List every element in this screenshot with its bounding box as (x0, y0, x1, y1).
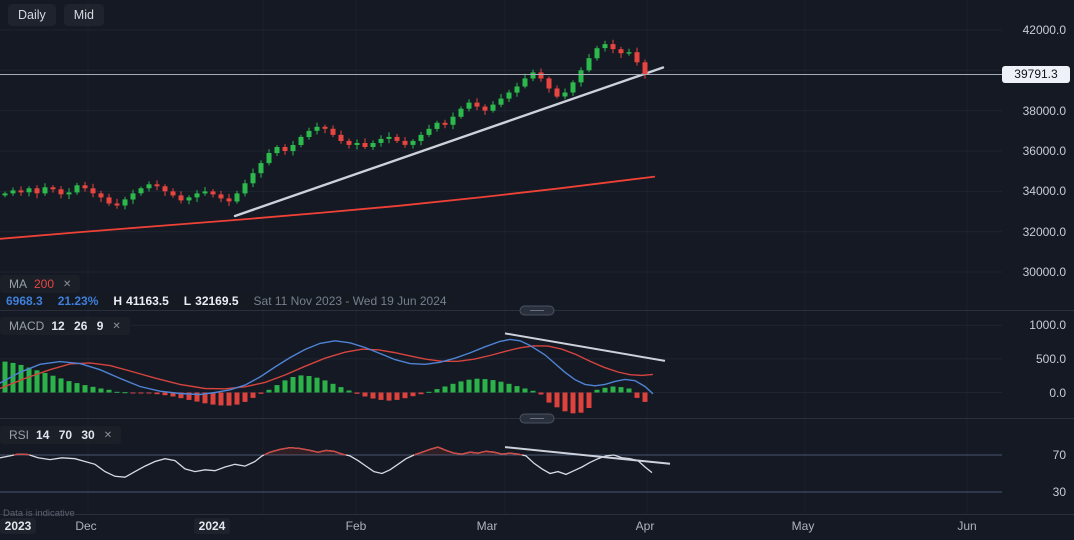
axis-tick-label: 500.0 (1035, 351, 1066, 366)
axis-tick-label: 1000.0 (1029, 318, 1066, 333)
axis-tick-label: 30 (1052, 485, 1066, 499)
ma-label: MA (9, 277, 27, 291)
ma-indicator-legend: MA 200 ✕ (0, 275, 81, 293)
time-axis-label: 2024 (182, 518, 242, 534)
symbol-stats-row: 6968.3 21.23% H 41163.5 L 32169.5 Sat 11… (0, 293, 453, 309)
high-value: 41163.5 (126, 294, 169, 308)
axis-tick-label: 34000.0 (1022, 184, 1066, 199)
ma-period-value: 200 (34, 277, 55, 291)
price-axis[interactable]: 42000.0 38000.0 36000.0 34000.0 32000.0 30000… (1000, 0, 1074, 514)
rsi-indicator-legend: RSI 14 70 30 ✕ (0, 426, 122, 444)
axis-tick-label: 32000.0 (1022, 224, 1066, 239)
rsi-close-icon[interactable]: ✕ (103, 429, 113, 441)
panel-resize-handle[interactable] (519, 413, 555, 424)
rsi-params: 14 70 30 (36, 428, 95, 442)
time-axis-label: Feb (345, 519, 367, 533)
macd-params: 12 26 9 (51, 319, 104, 333)
axis-tick-label: 36000.0 (1022, 144, 1066, 159)
time-axis-label: May (791, 519, 815, 533)
low-stat: L 32169.5 (184, 294, 239, 308)
low-label: L (183, 294, 192, 308)
date-range: Sat 11 Nov 2023 - Wed 19 Jun 2024 (253, 294, 447, 308)
disclaimer-text: Data is indicative (3, 508, 75, 519)
timeframe-mid-button[interactable]: Mid (63, 4, 104, 26)
time-axis-label: Jun (957, 519, 977, 533)
macd-indicator-legend: MACD 12 26 9 ✕ (0, 317, 130, 335)
low-value: 32169.5 (195, 294, 239, 308)
time-axis-label: 2023 (0, 518, 48, 534)
high-stat: H 41163.5 (113, 294, 168, 308)
macd-close-icon[interactable]: ✕ (112, 320, 121, 332)
axis-tick-label: 70 (1052, 448, 1066, 462)
time-axis-label: Dec (75, 519, 97, 533)
change-value: 6968.3 (6, 294, 43, 308)
axis-tick-label: 42000.0 (1022, 23, 1066, 37)
time-axis[interactable]: 2023 Dec 2024 Feb Mar Apr May Jun (0, 514, 1074, 540)
current-price-label: 39791.3 (1002, 66, 1070, 84)
timeframe-daily-button[interactable]: Daily (8, 4, 56, 26)
axis-tick-label: 0.0 (1049, 385, 1066, 400)
axis-tick-label: 38000.0 (1022, 103, 1066, 118)
timeframe-toolbar: Daily Mid (8, 4, 104, 26)
time-axis-label: Mar (476, 519, 498, 533)
ma-close-icon[interactable]: ✕ (63, 278, 72, 290)
axis-tick-label: 30000.0 (1022, 265, 1066, 280)
time-axis-label: Apr (635, 519, 655, 533)
rsi-label: RSI (9, 428, 30, 442)
high-label: H (113, 294, 123, 308)
change-percent: 21.23% (57, 294, 99, 308)
panel-resize-handle[interactable] (519, 305, 555, 316)
macd-label: MACD (9, 319, 45, 333)
